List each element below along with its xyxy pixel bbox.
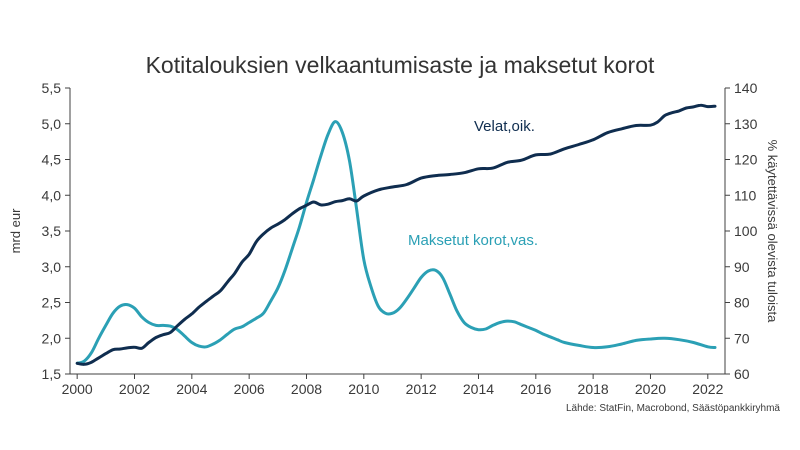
- y-axis-right-label: % käytettävissä olevista tuloista: [765, 140, 780, 324]
- y-right-tick-label: 140: [734, 80, 758, 96]
- x-tick-label: 2012: [406, 381, 437, 397]
- x-tick-label: 2020: [635, 381, 666, 397]
- x-tick-label: 2016: [520, 381, 551, 397]
- y-right-tick-label: 100: [734, 223, 758, 239]
- x-tick-label: 2022: [692, 381, 723, 397]
- y-right-tick-label: 120: [734, 152, 758, 168]
- y-right-tick-label: 80: [734, 295, 750, 311]
- series-line-velat: [75, 103, 717, 366]
- y-left-tick-label: 3,0: [42, 259, 62, 275]
- series-line-maksetut-korot: [75, 120, 717, 365]
- x-tick-label: 2006: [234, 381, 265, 397]
- source-note: Lähde: StatFin, Macrobond, Säästöpankkir…: [566, 403, 780, 414]
- y-left-tick-label: 5,5: [42, 80, 62, 96]
- x-tick-label: 2000: [62, 381, 93, 397]
- y-right-tick-label: 130: [734, 116, 758, 132]
- y-right-tick-label: 60: [734, 366, 750, 382]
- y-left-tick-label: 4,0: [42, 187, 62, 203]
- y-right-tick-label: 110: [734, 187, 757, 203]
- chart-title: Kotitalouksien velkaantumisaste ja makse…: [146, 52, 655, 78]
- y-right-ticks: 60 70 80 90 100 110 120 130 140: [725, 80, 758, 382]
- series-group: [75, 103, 717, 366]
- axes: [69, 88, 726, 375]
- x-tick-label: 2010: [348, 381, 379, 397]
- x-tick-label: 2008: [291, 381, 322, 397]
- y-left-tick-label: 1,5: [42, 366, 62, 382]
- y-right-tick-label: 90: [734, 259, 750, 275]
- series-label-maksetut-korot: Maksetut korot,vas.: [408, 232, 538, 249]
- x-tick-label: 2018: [578, 381, 609, 397]
- y-left-tick-label: 5,0: [42, 116, 62, 132]
- series-label-velat: Velat,oik.: [474, 118, 535, 135]
- y-right-tick-label: 70: [734, 330, 750, 346]
- y-left-tick-label: 4,5: [42, 152, 62, 168]
- y-left-tick-label: 2,5: [42, 295, 62, 311]
- x-tick-label: 2002: [119, 381, 150, 397]
- x-tick-label: 2004: [176, 381, 207, 397]
- y-left-ticks: 1,5 2,0 2,5 3,0 3,5 4,0 4,5 5,0 5,5: [42, 80, 70, 382]
- y-left-tick-label: 3,5: [42, 223, 62, 239]
- x-tick-label: 2014: [463, 381, 494, 397]
- x-ticks: 2000 2002 2004 2006 2008 2010 2012 2014 2016 2018…: [62, 374, 724, 397]
- y-axis-left-label: mrd eur: [8, 208, 23, 253]
- y-left-tick-label: 2,0: [42, 330, 62, 346]
